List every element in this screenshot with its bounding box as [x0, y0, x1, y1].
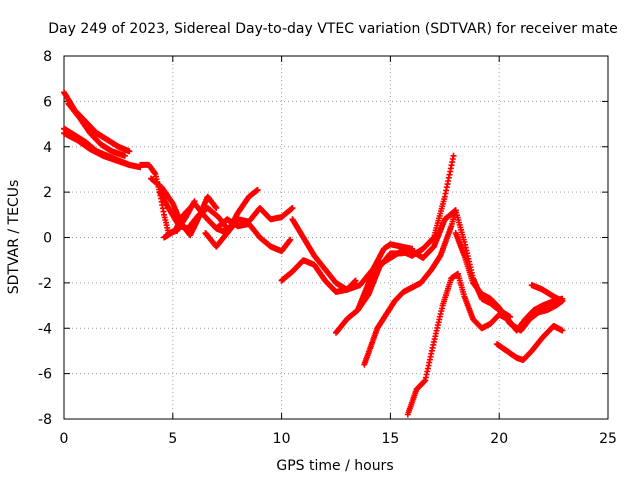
- series-arc-14: [354, 207, 459, 314]
- y-tick-label: 4: [43, 140, 52, 156]
- axis-ticks: 0 5 10 15 20 25 -8 -6 -4 -2 0 2 4 6 8: [38, 49, 617, 447]
- series-arc-10: [213, 216, 294, 255]
- data-point-markers: [494, 323, 566, 363]
- y-tick-label: -8: [38, 412, 52, 428]
- y-tick-label: 8: [43, 49, 52, 65]
- data-point-markers: [61, 89, 133, 155]
- y-axis-label: SDTVAR / TECUs: [6, 180, 22, 295]
- series-arc-12: [289, 216, 416, 293]
- x-tick-label: 15: [381, 431, 399, 447]
- data-series: [61, 89, 566, 418]
- data-point-markers: [452, 230, 566, 334]
- series-arc-3: [65, 100, 128, 159]
- data-point-markers: [61, 130, 144, 171]
- series-arc-7: [156, 189, 231, 232]
- data-point-markers: [361, 207, 514, 368]
- x-tick-label: 20: [490, 431, 508, 447]
- y-tick-label: 6: [43, 94, 52, 110]
- data-point-markers: [354, 207, 459, 314]
- y-tick-label: 0: [43, 231, 52, 247]
- y-tick-label: 2: [43, 185, 52, 201]
- series-arc-1: [61, 89, 133, 155]
- x-tick-label: 10: [273, 431, 291, 447]
- grid-lines: [64, 56, 608, 419]
- data-point-markers: [528, 282, 566, 304]
- x-tick-label: 5: [168, 431, 177, 447]
- data-point-markers: [289, 216, 416, 293]
- chart-title: Day 249 of 2023, Sidereal Day-to-day VTE…: [48, 21, 618, 37]
- x-tick-label: 0: [60, 431, 69, 447]
- x-axis-label: GPS time / hours: [276, 458, 393, 474]
- data-point-markers: [156, 189, 231, 232]
- series-arc-19: [528, 282, 566, 304]
- data-point-markers: [65, 100, 128, 159]
- x-tick-label: 25: [599, 431, 617, 447]
- series-arc-15: [361, 207, 514, 368]
- data-point-markers: [213, 216, 294, 255]
- y-tick-label: -6: [38, 367, 52, 383]
- y-tick-label: -2: [38, 276, 52, 292]
- y-tick-label: -4: [38, 321, 52, 337]
- series-arc-4: [61, 130, 144, 171]
- series-arc-17: [452, 230, 566, 334]
- series-arc-18: [494, 323, 566, 363]
